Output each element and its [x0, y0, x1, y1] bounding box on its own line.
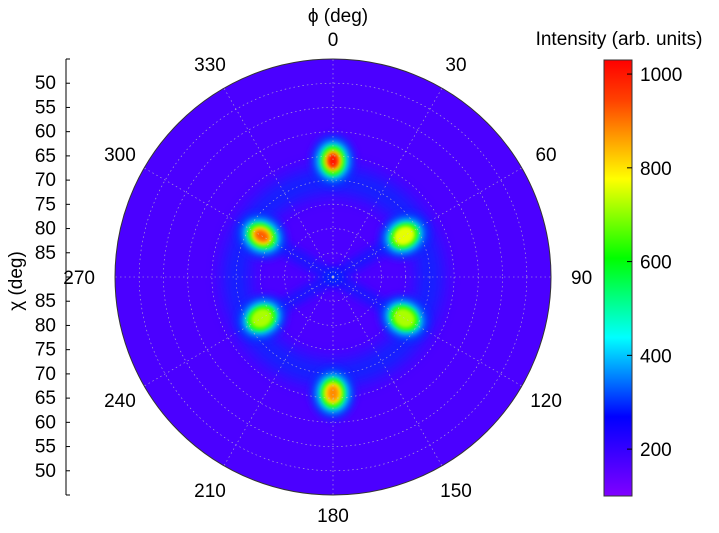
plot-border [114, 58, 552, 496]
phi-tick-label: 330 [194, 55, 226, 76]
phi-tick-label: 150 [440, 481, 472, 502]
phi-tick-label: 240 [104, 391, 136, 412]
polar-grid [115, 59, 551, 495]
grid-circle [235, 179, 431, 375]
phi-tick-label: 300 [104, 145, 136, 166]
chi-tick-label: 70 [35, 364, 56, 385]
chi-tick-label: 80 [35, 219, 56, 240]
intensity-peak [311, 134, 355, 187]
polar-plot-area [114, 58, 552, 496]
chi-tick-label: 50 [35, 461, 56, 482]
chi-tick-label: 55 [35, 437, 56, 458]
grid-spoke [144, 167, 334, 278]
phi-tick-label: 30 [445, 55, 466, 76]
chi-tick-label: 80 [35, 315, 56, 336]
grid-spoke [223, 276, 334, 466]
colorbar-tick-label: 400 [640, 346, 672, 367]
grid-spoke [332, 167, 522, 278]
phi-axis-title: ϕ (deg) [308, 6, 368, 27]
colorbar-tick-label: 200 [640, 440, 672, 461]
grid-circle [284, 228, 382, 326]
chi-tick-label: 65 [35, 388, 56, 409]
phi-tick-label: 60 [535, 145, 556, 166]
grid-circle [211, 155, 455, 399]
phi-tick-label: 180 [317, 506, 349, 527]
chi-tick-label: 85 [35, 291, 56, 312]
grid-spoke [144, 276, 334, 387]
phi-tick-label: 120 [530, 391, 562, 412]
chi-tick-label: 60 [35, 412, 56, 433]
chi-tick-label: 60 [35, 122, 56, 143]
chi-tick-label: 75 [35, 194, 56, 215]
colorbar-title: Intensity (arb. units) [536, 29, 703, 50]
chi-tick-label: 65 [35, 146, 56, 167]
grid-circle [308, 252, 358, 302]
chi-tick-label: 55 [35, 97, 56, 118]
colorbar-tick-label: 800 [640, 159, 672, 180]
chi-axis-title: χ (deg) [6, 251, 27, 311]
grid-spoke [332, 276, 443, 466]
grid-spoke [223, 88, 334, 278]
colorbar-ticks: 200 400 600 800 1000 [627, 65, 682, 461]
grid-spoke [332, 276, 522, 387]
phi-tick-label: 210 [194, 481, 226, 502]
phi-tick-label: 270 [63, 268, 95, 289]
phi-tick-label: 0 [328, 30, 339, 51]
chi-tick-label: 75 [35, 340, 56, 361]
chi-tick-label: 50 [35, 73, 56, 94]
intensity-peak [379, 295, 430, 342]
colorbar-tick-label: 600 [640, 253, 672, 274]
grid-spoke [332, 88, 443, 278]
phi-tick-labels: 0 30 60 90 120 150 180 210 240 270 300 330 [63, 30, 592, 527]
chi-tick-label: 70 [35, 170, 56, 191]
intensity-peak [311, 367, 355, 420]
chi-tick-label: 85 [35, 243, 56, 264]
colorbar-tick-label: 1000 [640, 65, 682, 86]
chi-axis: 50 55 60 65 70 75 80 85 50 55 60 65 70 75 80 85 [35, 58, 70, 496]
colorbar [603, 59, 633, 497]
phi-tick-label: 90 [571, 268, 592, 289]
grid-circle [163, 107, 503, 447]
